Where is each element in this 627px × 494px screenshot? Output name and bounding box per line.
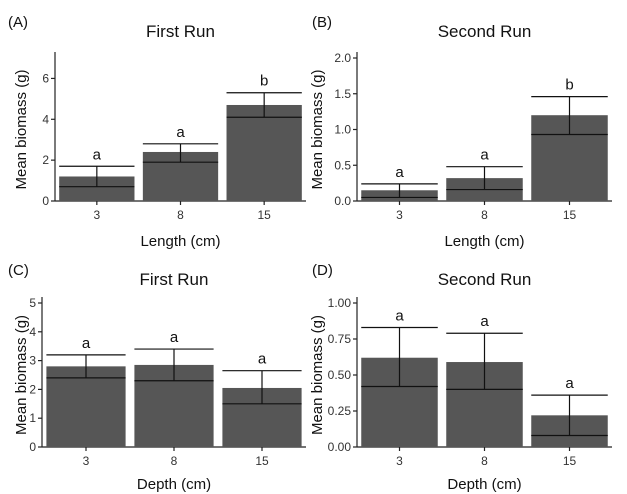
significance-letter: b (565, 77, 573, 94)
y-tick-label: 3 (29, 354, 36, 368)
x-tick-label: 15 (255, 454, 269, 468)
significance-letter: a (176, 124, 185, 141)
y-tick-label: 0.00 (328, 440, 352, 454)
y-tick-label: 0.0 (334, 194, 351, 208)
y-tick-label: 0.50 (328, 368, 352, 382)
y-tick-label: 0.5 (334, 158, 351, 172)
x-tick-label: 15 (563, 208, 577, 222)
x-tick-label: 8 (177, 208, 184, 222)
significance-letter: a (480, 313, 489, 330)
y-tick-label: 0.75 (328, 332, 352, 346)
x-tick-label: 15 (563, 454, 577, 468)
significance-letter: a (82, 335, 91, 352)
x-axis-title: Length (cm) (140, 233, 220, 250)
x-tick-label: 3 (396, 208, 403, 222)
chart-panel-3: (C) First Run 0 1 2 3 4 5 a 3 a 8 a 15 Depth (cm) Mean … (8, 262, 306, 493)
chart-panel-1: (A) First Run 0 2 4 6 a 3 a 8 b 15 Length (cm) Mean b… (8, 14, 306, 250)
chart-panel-2: (B) Second Run 0.0 0.5 1.0 1.5 2.0 a 3 a 8 b 15 Lengt… (309, 14, 612, 250)
significance-letter: a (565, 375, 574, 392)
x-tick-label: 3 (396, 454, 403, 468)
y-tick-label: 2 (42, 153, 49, 167)
y-tick-label: 0 (29, 440, 36, 454)
significance-letter: a (258, 351, 267, 368)
chart-title: First Run (146, 22, 215, 41)
y-tick-label: 4 (42, 112, 49, 126)
panel-label: (A) (8, 14, 28, 31)
chart-title: Second Run (438, 270, 532, 289)
y-tick-label: 0 (42, 194, 49, 208)
y-tick-label: 6 (42, 71, 49, 85)
significance-letter: a (480, 147, 489, 164)
y-tick-label: 5 (29, 296, 36, 310)
y-tick-label: 0.25 (328, 404, 352, 418)
x-tick-label: 3 (93, 208, 100, 222)
significance-letter: a (170, 329, 179, 346)
x-tick-label: 8 (171, 454, 178, 468)
panel-label: (D) (312, 262, 333, 279)
panel-label: (B) (312, 14, 332, 31)
y-axis-title: Mean biomass (g) (309, 315, 326, 435)
chart-panel-4: (D) Second Run 0.00 0.25 0.50 0.75 1.00 a 3 a 8 a 15… (309, 262, 612, 493)
y-tick-label: 1.0 (334, 123, 351, 137)
x-tick-label: 15 (257, 208, 271, 222)
y-axis-title: Mean biomass (g) (13, 69, 30, 189)
panel-label: (C) (8, 262, 29, 279)
chart-title: First Run (140, 270, 209, 289)
y-tick-label: 1.00 (328, 296, 352, 310)
significance-letter: a (93, 146, 102, 163)
x-tick-label: 3 (83, 454, 90, 468)
y-tick-label: 1.5 (334, 87, 351, 101)
x-axis-title: Depth (cm) (447, 476, 521, 493)
significance-letter: b (260, 73, 268, 90)
x-tick-label: 8 (481, 454, 488, 468)
x-axis-title: Depth (cm) (137, 476, 211, 493)
chart-title: Second Run (438, 22, 532, 41)
bar (46, 366, 126, 447)
significance-letter: a (395, 164, 404, 181)
x-tick-label: 8 (481, 208, 488, 222)
y-axis-title: Mean biomass (g) (13, 315, 30, 435)
bar (226, 104, 302, 201)
y-axis-title: Mean biomass (g) (309, 69, 326, 189)
y-tick-label: 2.0 (334, 51, 351, 65)
x-axis-title: Length (cm) (444, 233, 524, 250)
y-tick-label: 4 (29, 325, 36, 339)
y-tick-label: 2 (29, 382, 36, 396)
y-tick-label: 1 (29, 411, 36, 425)
significance-letter: a (395, 307, 404, 324)
